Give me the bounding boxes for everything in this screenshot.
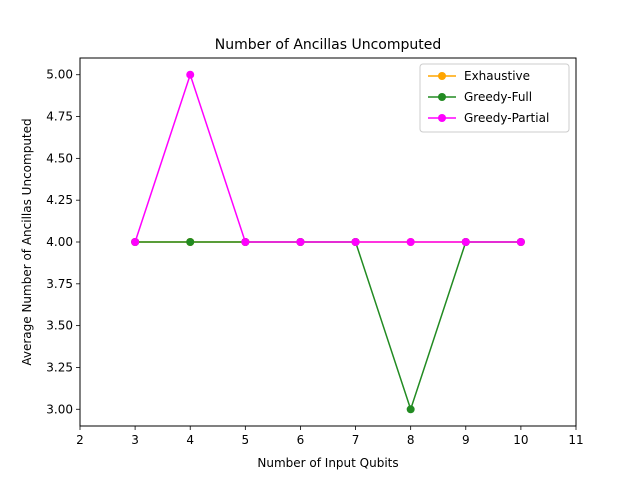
x-axis: 2 3 4 5 6 7 8 9 10 11	[76, 426, 584, 447]
y-tick-label: 4.25	[46, 193, 73, 207]
x-tick-label: 7	[352, 433, 360, 447]
x-tick-label: 9	[462, 433, 470, 447]
legend-item-greedy-full: Greedy-Full	[428, 90, 532, 104]
data-point-greedy-full	[186, 238, 195, 246]
legend-box	[419, 63, 570, 133]
y-tick-label: 4.00	[46, 235, 73, 249]
legend-label: Greedy-Partial	[464, 111, 549, 125]
data-point-greedy-partial	[296, 238, 305, 246]
series-line-greedy-partial	[134, 72, 521, 243]
legend-marker	[438, 93, 446, 101]
x-tick-label: 6	[297, 433, 305, 447]
legend-marker	[438, 72, 446, 80]
legend-item-exhaustive: Exhaustive	[428, 69, 530, 83]
legend-marker	[438, 114, 446, 122]
plot-area	[131, 70, 525, 414]
x-tick-label: 8	[407, 433, 415, 447]
legend-item-greedy-partial: Greedy-Partial	[428, 111, 549, 125]
y-tick-label: 3.75	[46, 277, 73, 291]
x-tick-label: 2	[76, 433, 84, 447]
data-point-greedy-partial	[351, 238, 360, 246]
chart-title: Number of Ancillas Uncomputed	[215, 37, 442, 53]
x-tick-label: 4	[186, 433, 194, 447]
y-tick-label: 4.75	[46, 110, 73, 124]
data-point-greedy-partial	[516, 238, 525, 246]
y-axis-label: Average Number of Ancillas Uncomputed	[20, 118, 34, 365]
legend-label: Greedy-Full	[464, 90, 532, 104]
data-point-greedy-full	[406, 405, 415, 414]
y-tick-label: 4.50	[46, 151, 73, 165]
x-tick-label: 3	[131, 433, 139, 447]
y-axis: 3.00 3.25 3.50 3.75 4.00 4.25 4.50 4.75 5.00	[46, 68, 80, 416]
y-tick-label: 5.00	[46, 68, 73, 82]
x-axis-label: Number of Input Qubits	[257, 456, 398, 470]
legend: Exhaustive Greedy-Full Greedy-Partial	[419, 63, 570, 133]
legend-label: Exhaustive	[464, 69, 530, 83]
data-point-greedy-partial	[241, 238, 250, 246]
data-point-greedy-partial	[406, 238, 415, 246]
data-point-greedy-partial	[461, 238, 470, 246]
data-point-greedy-partial	[186, 70, 195, 79]
y-tick-label: 3.25	[46, 360, 73, 374]
x-tick-label: 11	[568, 433, 583, 447]
x-tick-label: 5	[242, 433, 250, 447]
data-point-greedy-partial	[131, 238, 140, 246]
x-tick-label: 10	[513, 433, 528, 447]
y-tick-label: 3.00	[46, 402, 73, 416]
y-tick-label: 3.50	[46, 319, 73, 333]
series-greedy-partial	[131, 70, 525, 246]
